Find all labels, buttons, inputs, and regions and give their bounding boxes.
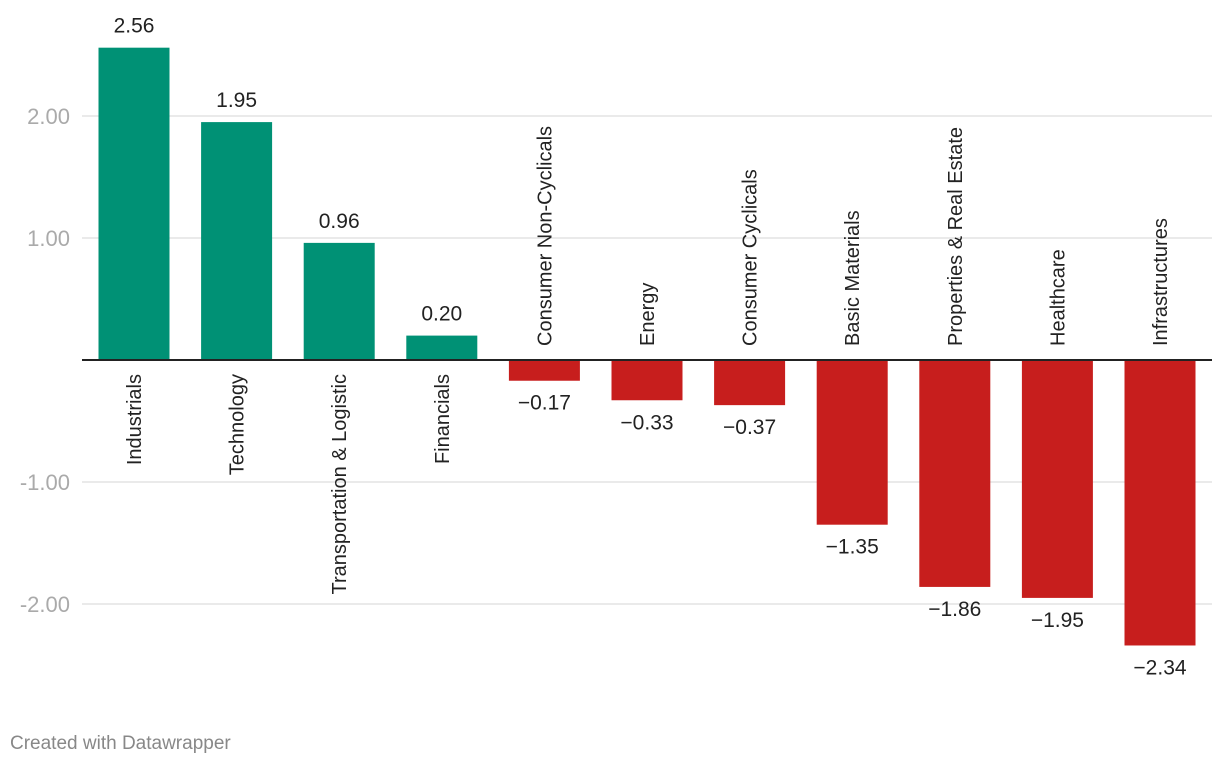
value-label: −0.33: [620, 411, 673, 434]
credit-text: Created with Datawrapper: [10, 733, 231, 754]
category-label: Technology: [227, 374, 249, 475]
value-label: 1.95: [216, 89, 257, 112]
bar: [508, 360, 580, 381]
value-label: −2.34: [1133, 656, 1186, 679]
value-label: 2.56: [114, 15, 155, 38]
category-label: Financials: [432, 374, 454, 464]
bars: [98, 47, 1196, 646]
category-label: Properties & Real Estate: [945, 127, 967, 346]
category-label: Industrials: [124, 374, 146, 465]
y-tick-label: 2.00: [27, 104, 70, 129]
y-tick-label: -1.00: [20, 470, 70, 495]
y-axis: 2.00 1.00 -1.00 -2.00: [20, 104, 70, 617]
category-label: Energy: [637, 283, 659, 346]
bar: [303, 242, 375, 360]
value-label: −1.95: [1031, 609, 1084, 632]
bar: [1021, 360, 1093, 598]
bar: [201, 122, 273, 360]
bar: [406, 335, 478, 360]
category-label: Healthcare: [1047, 249, 1069, 346]
category-labels: Industrials Technology Transportation & Lo…: [124, 126, 1172, 595]
category-label: Infrastructures: [1150, 218, 1172, 346]
bar-chart: 2.00 1.00 -1.00 -2.00 2.56 1.95 0.96 0.20 −0.17…: [20, 15, 1212, 680]
value-label: −1.86: [928, 598, 981, 621]
category-label: Basic Materials: [842, 210, 864, 346]
category-label: Transportation & Logistic: [329, 374, 351, 594]
bar: [816, 360, 888, 525]
value-label: −0.17: [518, 392, 571, 415]
category-label: Consumer Non-Cyclicals: [534, 126, 556, 346]
value-label: 0.20: [421, 303, 462, 326]
category-label: Consumer Cyclicals: [740, 169, 762, 346]
value-label: −1.35: [826, 536, 879, 559]
bar: [919, 360, 991, 587]
value-label: −0.37: [723, 416, 776, 439]
bar: [611, 360, 683, 401]
value-label: 0.96: [319, 210, 360, 233]
value-labels: 2.56 1.95 0.96 0.20 −0.17 −0.33 −0.37 −1.35 −1.8…: [114, 15, 1187, 680]
y-tick-label: 1.00: [27, 226, 70, 251]
bar: [1124, 360, 1196, 646]
y-tick-label: -2.00: [20, 592, 70, 617]
bar: [98, 47, 170, 361]
bar: [714, 360, 786, 406]
